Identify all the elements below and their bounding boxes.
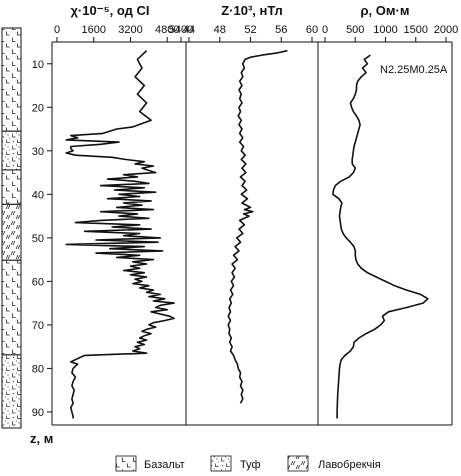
lithology-layer-lava-breccia — [1, 203, 22, 261]
depth-tick-label: 10 — [32, 59, 44, 71]
depth-axis-label: z, м — [30, 431, 53, 446]
x-tick-label: 48 — [214, 24, 226, 36]
x-tick-label: 1600 — [81, 24, 105, 36]
lithology-layer-basalt — [1, 259, 22, 356]
lithology-column — [1, 27, 22, 429]
lithology-layer-basalt — [1, 27, 22, 132]
legend-label-tuff: Туф — [240, 459, 261, 471]
depth-tick-label: 90 — [32, 407, 44, 419]
legend-label-basalt: Базальт — [144, 459, 185, 471]
depth-tick-label: 80 — [32, 363, 44, 375]
x-tick-label: 44 — [183, 24, 195, 36]
x-tick-label: 2000 — [434, 24, 458, 36]
depth-tick-label: 70 — [32, 320, 44, 332]
x-tick-label: 1000 — [373, 24, 397, 36]
legend-swatch-basalt — [115, 455, 137, 472]
legend-swatch-lava-breccia — [287, 455, 309, 472]
depth-tick-label: 40 — [32, 189, 44, 201]
x-tick-label: 0 — [322, 24, 328, 36]
rho-panel-title: ρ, Ом·м — [361, 3, 410, 18]
rho-array-annotation: N2.25M0.25A — [380, 64, 448, 76]
rho-panel: ρ, Ом·м N2.25M0.25A 0 500 1000 1500 2000 — [317, 3, 458, 425]
chi-panel-title: χ·10⁻⁵, од СІ — [70, 3, 149, 18]
depth-tick-label: 30 — [32, 146, 44, 158]
x-tick-label: 56 — [275, 24, 287, 36]
z-panel: Z·10³, нТл 44 48 52 56 60 — [183, 3, 319, 425]
legend-label-lava-breccia: Лавобрекчія — [318, 459, 381, 471]
depth-tick-label: 50 — [32, 233, 44, 245]
depth-tick-label: 60 — [32, 276, 44, 288]
depth-tick-label: 20 — [32, 102, 44, 114]
log-curve — [65, 50, 175, 419]
lithology-layer-tuff — [1, 130, 22, 171]
x-tick-label: 5400 — [169, 24, 193, 36]
x-tick-label: 3200 — [118, 24, 142, 36]
x-tick-label: 4800 — [155, 24, 179, 36]
legend: Базальт Туф Лавобрекчія — [115, 455, 381, 472]
x-tick-label: 60 — [306, 24, 318, 36]
lithology-layer-tuff — [1, 354, 22, 429]
z-panel-title: Z·10³, нТл — [221, 3, 283, 18]
x-tick-label: 0 — [54, 24, 60, 36]
x-tick-label: 500 — [346, 24, 364, 36]
log-curve — [227, 49, 288, 404]
lithology-layer-basalt — [1, 169, 22, 205]
legend-swatch-tuff — [210, 455, 232, 472]
log-curve — [332, 54, 429, 419]
depth-axis: z, м 10 20 30 40 50 60 70 80 90 — [30, 59, 53, 446]
x-tick-label: 52 — [244, 24, 256, 36]
x-tick-label: 1500 — [404, 24, 428, 36]
